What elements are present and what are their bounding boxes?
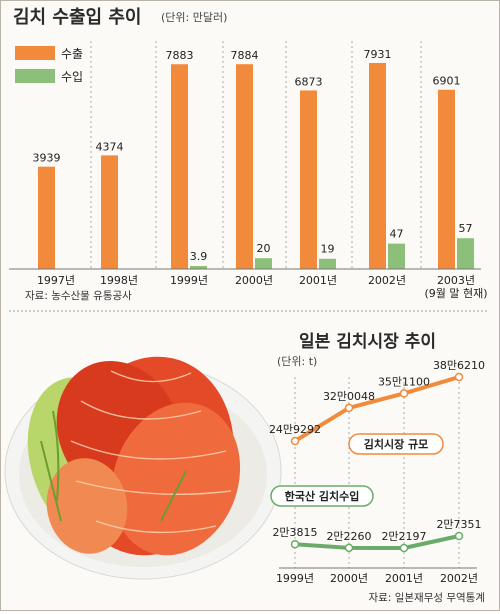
import-value-label: 47	[390, 228, 404, 241]
import-value-label: 3.9	[190, 250, 208, 263]
market-value-label: 35만1100	[378, 375, 430, 388]
export-bar	[438, 89, 455, 270]
export-value-label: 6901	[433, 75, 461, 88]
market-value-label: 24만9292	[269, 423, 321, 436]
export-value-label: 7931	[364, 48, 392, 61]
import-bars: 3.9 20 19 47 57	[190, 222, 474, 269]
legend-export-label: 수출	[61, 47, 83, 61]
market-value-label: 38만6210	[433, 359, 485, 372]
top-x-tick-label: 2002년	[368, 274, 406, 287]
bottom-x-tick-label: 2002년	[440, 572, 478, 585]
import-bar	[388, 243, 405, 269]
market-point	[399, 389, 409, 398]
top-x-tick-label: 1997년	[37, 274, 75, 287]
korean-series-label: 한국산 김치수입	[285, 489, 360, 503]
import-value-label: 20	[257, 242, 271, 255]
top-chart-unit: (단위: 만달러)	[161, 11, 227, 24]
market-series-label-box	[348, 433, 444, 455]
bottom-chart-x-ticks: 1999년 2000년 2001년 2002년	[276, 572, 478, 585]
bottom-x-tick-label: 2000년	[330, 572, 368, 585]
top-x-tick-label: 2000년	[235, 274, 273, 287]
import-bar	[190, 266, 207, 269]
top-x-tick-label: 1999년	[170, 274, 208, 287]
export-value-label: 7884	[231, 49, 259, 62]
top-chart-gridlines	[90, 41, 422, 269]
market-value-label: 32만0048	[323, 390, 375, 403]
export-bar	[38, 166, 55, 269]
export-bar	[236, 64, 253, 269]
market-series-label: 김치시장 규모	[364, 437, 429, 451]
korean-import-value-label: 2만3815	[272, 526, 317, 539]
bottom-x-tick-label: 1999년	[276, 572, 314, 585]
korean-import-series: 2만3815 2만2260 2만2197 2만7351	[272, 518, 482, 553]
export-bar	[171, 64, 188, 269]
market-line	[293, 375, 460, 443]
bottom-chart-unit: (단위: t)	[277, 355, 317, 368]
export-value-label: 6873	[295, 75, 323, 88]
bottom-x-tick-label: 2001년	[385, 572, 423, 585]
top-chart-category-note: (9월 말 현재)	[424, 287, 487, 300]
kimchi-illustration	[4, 356, 282, 580]
korean-import-point	[290, 539, 300, 549]
market-point	[290, 436, 300, 446]
korean-import-point	[344, 543, 354, 553]
legend-import-swatch	[15, 69, 55, 83]
korean-import-line	[294, 534, 460, 550]
korean-import-point	[454, 531, 464, 541]
legend-export-swatch	[15, 46, 55, 60]
legend-import-label: 수입	[61, 70, 83, 84]
source-bottom: 자료: 일본재무성 무역통계	[369, 591, 485, 604]
market-point	[344, 403, 354, 413]
top-chart-x-ticks: 1997년 1998년 1999년 2000년 2001년 2002년 2003년	[37, 274, 475, 287]
korean-import-value-label: 2만7351	[436, 518, 481, 531]
export-bar	[300, 90, 317, 269]
market-point	[454, 372, 464, 382]
export-bar	[101, 155, 118, 269]
korean-import-point	[399, 543, 409, 553]
top-chart-title: 김치 수출입 추이	[13, 6, 141, 28]
export-value-label: 4374	[96, 140, 124, 153]
top-x-tick-label: 2001년	[299, 274, 337, 287]
import-value-label: 57	[459, 222, 473, 235]
export-value-label: 7883	[166, 49, 194, 62]
top-x-tick-label: 1998년	[100, 274, 138, 287]
top-x-tick-label: 2003년	[437, 274, 475, 287]
bottom-chart-title: 일본 김치시장 추이	[299, 332, 436, 352]
korean-import-value-label: 2만2260	[326, 530, 371, 543]
import-value-label: 19	[321, 243, 335, 256]
import-bar	[255, 258, 272, 269]
export-bar	[369, 62, 386, 269]
korean-series-label-box	[270, 485, 374, 507]
import-bar	[457, 238, 474, 269]
source-top: 자료: 농수산물 유통공사	[25, 290, 132, 302]
export-value-label: 3939	[33, 152, 61, 165]
export-bars: 3939 4374 7883 7884 6873 7931 6901	[33, 48, 461, 270]
import-bar	[319, 258, 336, 269]
korean-import-value-label: 2만2197	[381, 530, 426, 543]
